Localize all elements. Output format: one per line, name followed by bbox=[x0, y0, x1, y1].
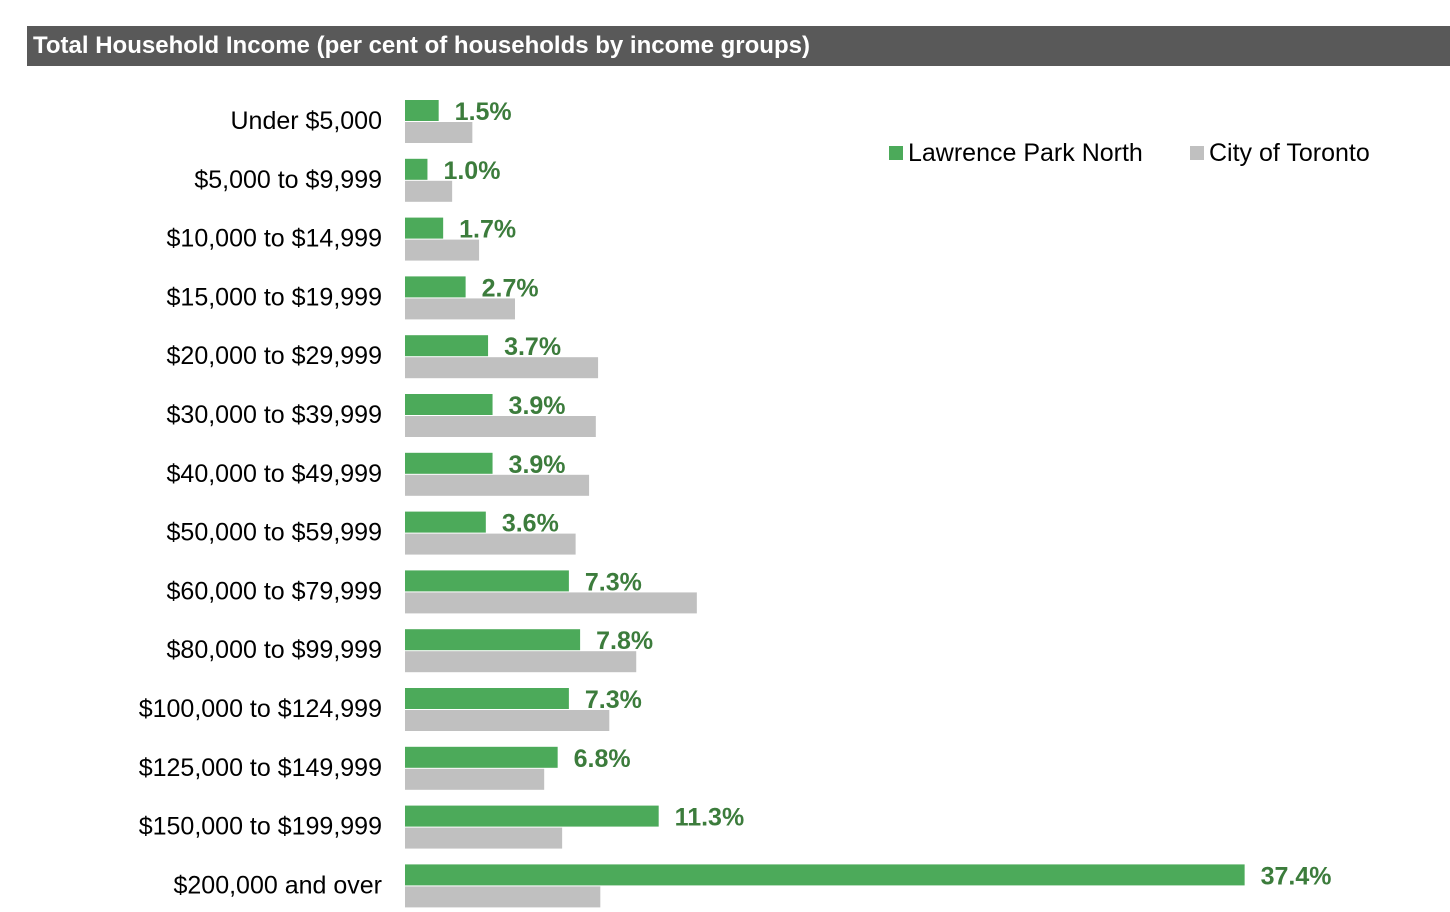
category-label: $15,000 to $19,999 bbox=[167, 283, 382, 311]
bar-lawrence-park-north bbox=[405, 629, 581, 651]
legend-label-city-of-toronto: City of Toronto bbox=[1209, 139, 1370, 167]
category-label: $150,000 to $199,999 bbox=[139, 813, 382, 841]
category-label: $40,000 to $49,999 bbox=[167, 460, 382, 488]
category-label: $50,000 to $59,999 bbox=[167, 519, 382, 547]
bar-lawrence-park-north bbox=[405, 805, 659, 827]
bar-city-of-toronto bbox=[405, 298, 516, 320]
bar-lawrence-park-north bbox=[405, 746, 558, 768]
bar-city-of-toronto bbox=[405, 592, 697, 614]
data-label: 3.7% bbox=[504, 333, 561, 361]
bar-lawrence-park-north bbox=[405, 511, 486, 533]
bar-city-of-toronto bbox=[405, 416, 596, 437]
bar-city-of-toronto bbox=[405, 239, 480, 261]
bar-city-of-toronto bbox=[405, 474, 590, 496]
data-label: 7.3% bbox=[585, 568, 642, 596]
category-label: $200,000 and over bbox=[173, 871, 382, 899]
category-label: $20,000 to $29,999 bbox=[167, 342, 382, 370]
bar-lawrence-park-north bbox=[405, 276, 466, 298]
data-label: 37.4% bbox=[1261, 862, 1332, 890]
bar-lawrence-park-north bbox=[405, 570, 569, 592]
category-label: $60,000 to $79,999 bbox=[167, 577, 382, 605]
category-label: $5,000 to $9,999 bbox=[194, 166, 382, 194]
bar-city-of-toronto bbox=[405, 651, 637, 673]
legend-label-lawrence-park-north: Lawrence Park North bbox=[908, 139, 1143, 167]
category-label: $30,000 to $39,999 bbox=[167, 401, 382, 429]
bar-lawrence-park-north bbox=[405, 864, 1245, 886]
data-label: 3.6% bbox=[502, 510, 559, 538]
chart-title-bar: Total Household Income (per cent of hous… bbox=[27, 26, 1450, 66]
data-label: 1.7% bbox=[459, 216, 516, 244]
bar-city-of-toronto bbox=[405, 122, 473, 143]
category-label: $100,000 to $124,999 bbox=[139, 695, 382, 723]
bar-lawrence-park-north bbox=[405, 217, 444, 239]
data-label: 1.0% bbox=[443, 157, 500, 185]
bar-lawrence-park-north bbox=[405, 335, 489, 357]
legend-swatch-city-of-toronto bbox=[1190, 146, 1204, 160]
data-label: 1.5% bbox=[455, 98, 512, 126]
data-label: 11.3% bbox=[675, 804, 745, 832]
data-label: 2.7% bbox=[482, 274, 539, 302]
legend-swatch-lawrence-park-north bbox=[889, 146, 903, 160]
bar-lawrence-park-north bbox=[405, 688, 569, 709]
data-label: 3.9% bbox=[509, 392, 566, 420]
category-label: Under $5,000 bbox=[230, 107, 382, 135]
category-label: $10,000 to $14,999 bbox=[167, 225, 382, 253]
chart-title: Total Household Income (per cent of hous… bbox=[33, 32, 810, 59]
bar-city-of-toronto bbox=[405, 357, 599, 379]
bar-city-of-toronto bbox=[405, 886, 601, 908]
bar-city-of-toronto bbox=[405, 827, 563, 849]
bar-lawrence-park-north bbox=[405, 394, 493, 415]
category-label: $80,000 to $99,999 bbox=[167, 636, 382, 664]
data-label: 3.9% bbox=[509, 451, 566, 479]
bar-city-of-toronto bbox=[405, 533, 576, 555]
data-label: 7.3% bbox=[585, 686, 642, 714]
data-label: 7.8% bbox=[596, 627, 653, 655]
bar-city-of-toronto bbox=[405, 768, 545, 790]
bar-lawrence-park-north bbox=[405, 452, 493, 474]
bar-city-of-toronto bbox=[405, 710, 610, 731]
bar-lawrence-park-north bbox=[405, 158, 428, 180]
category-label: $125,000 to $149,999 bbox=[139, 754, 382, 782]
bar-lawrence-park-north bbox=[405, 100, 439, 121]
bar-city-of-toronto bbox=[405, 180, 453, 202]
data-label: 6.8% bbox=[574, 745, 631, 773]
